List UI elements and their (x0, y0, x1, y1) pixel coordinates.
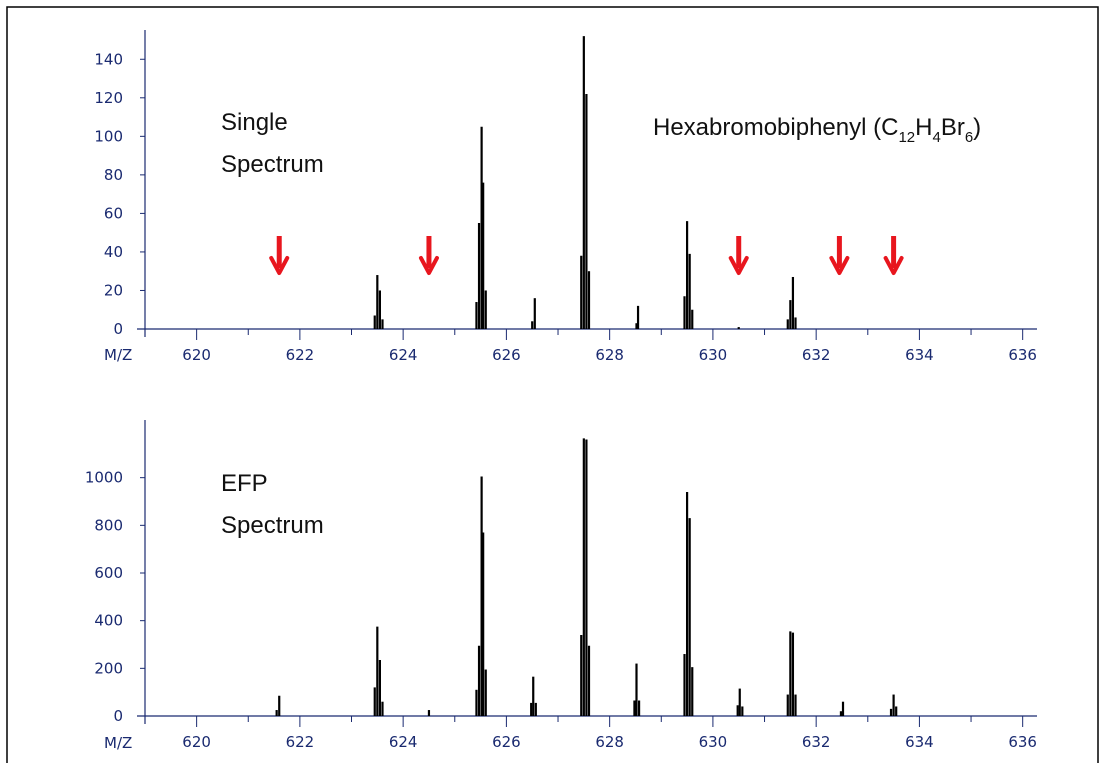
arrow-head (883, 256, 904, 275)
x-axis-name-bottom: M/Z (104, 734, 132, 752)
compound-sub-2: 4 (932, 129, 940, 146)
y-tick-label: 600 (94, 564, 123, 582)
y-tick-label: 80 (104, 166, 123, 184)
peaks-bottom (275, 438, 898, 716)
x-tick-label: 622 (286, 346, 315, 364)
single-label-line-1: Single (221, 109, 288, 136)
x-tick-label: 626 (492, 733, 521, 751)
compound-main-2: Br (941, 114, 965, 141)
x-tick-label: 628 (595, 346, 624, 364)
single-spectrum-panel: Single Spectrum Hexabromobiphenyl (C12H4… (94, 30, 1037, 364)
down-arrow-icon (829, 236, 850, 275)
x-tick-label: 624 (389, 733, 418, 751)
compound-suffix: ) (973, 114, 981, 141)
x-tick-labels-top: 620 622 624 626 628 630 632 634 636 (182, 346, 1037, 364)
y-tick-label: 1000 (85, 469, 123, 487)
x-tick-labels-bottom: 620 622 624 626 628 630 632 634 636 (182, 733, 1037, 751)
x-tick-label: 628 (595, 733, 624, 751)
y-tick-label: 60 (104, 204, 123, 222)
arrow-head (829, 256, 850, 275)
compound-prefix: Hexabromobiphenyl (C (653, 114, 898, 141)
y-tick-label: 140 (94, 50, 123, 68)
compound-sub-3: 6 (965, 129, 973, 146)
y-tick-label: 0 (113, 707, 123, 725)
x-tick-label: 624 (389, 346, 418, 364)
figure-frame (6, 6, 1099, 768)
arrow-head (269, 256, 290, 275)
y-tick-label: 400 (94, 612, 123, 630)
compound-sub-1: 12 (898, 129, 915, 146)
x-tick-label: 636 (1008, 733, 1037, 751)
x-axis-name-top: M/Z (104, 346, 132, 364)
single-label-line-2: Spectrum (221, 151, 324, 178)
y-tick-label: 200 (94, 659, 123, 677)
x-tick-label: 634 (905, 346, 934, 364)
x-tick-label: 620 (182, 346, 211, 364)
x-tick-label: 626 (492, 346, 521, 364)
y-tick-label: 0 (113, 320, 123, 338)
x-tick-label: 636 (1008, 346, 1037, 364)
y-tick-label: 800 (94, 516, 123, 534)
x-tick-label: 632 (802, 346, 831, 364)
arrow-head (728, 256, 749, 275)
down-arrow-icon (269, 236, 290, 275)
x-tick-label: 634 (905, 733, 934, 751)
efp-spectrum-panel: EFP Spectrum M/Z 0 200 400 600 800 1000 … (85, 420, 1037, 752)
x-tick-label: 620 (182, 733, 211, 751)
peaks-top (373, 36, 797, 329)
efp-label-line-1: EFP (221, 470, 268, 497)
x-tick-label: 632 (802, 733, 831, 751)
y-tick-labels-top: 0 20 40 60 80 100 120 140 (94, 50, 123, 338)
x-tick-label: 630 (699, 733, 728, 751)
x-tick-label: 622 (286, 733, 315, 751)
y-tick-label: 100 (94, 127, 123, 145)
down-arrow-icon (883, 236, 904, 275)
arrow-head (418, 256, 439, 275)
y-tick-label: 20 (104, 281, 123, 299)
compound-label: Hexabromobiphenyl (C12H4Br6) (653, 114, 981, 146)
missing-peak-arrows (269, 236, 904, 275)
y-tick-label: 120 (94, 89, 123, 107)
efp-label-line-2: Spectrum (221, 512, 324, 539)
x-tick-label: 630 (699, 346, 728, 364)
down-arrow-icon (418, 236, 439, 275)
compound-main-1: H (915, 114, 932, 141)
y-tick-labels-bottom: 0 200 400 600 800 1000 (85, 469, 123, 725)
y-tick-label: 40 (104, 243, 123, 261)
down-arrow-icon (728, 236, 749, 275)
